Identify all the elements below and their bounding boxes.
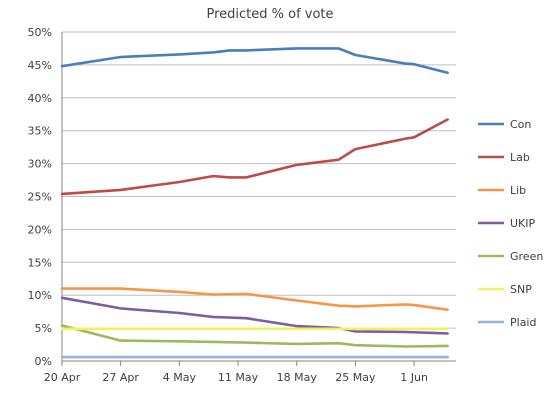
series-line-lab — [60, 118, 449, 196]
chart-title: Predicted % of vote — [206, 7, 333, 22]
y-tick-label: 5% — [35, 322, 52, 335]
y-tick-label: 50% — [28, 26, 52, 39]
legend-label: Green — [510, 250, 543, 263]
y-tick-label: 40% — [28, 92, 52, 105]
legend-item: SNP — [478, 283, 532, 296]
x-axis: 20 Apr 27 Apr 4 May 11 May 18 May 25 May 1 Jun — [44, 361, 428, 384]
series-line-lib — [60, 287, 449, 312]
x-tick-label: 20 Apr — [44, 371, 81, 384]
y-axis: 0% 5% 10% 15% 20% 25% 30% 35% 40% 45% 50% — [28, 26, 63, 368]
series-line-con — [60, 47, 449, 75]
legend-item: Lib — [478, 184, 526, 197]
y-tick-label: 15% — [28, 256, 52, 269]
legend-label: Con — [510, 118, 531, 131]
y-tick-label: 35% — [28, 125, 52, 138]
x-tick-label: 4 May — [163, 371, 197, 384]
legend-label: SNP — [510, 283, 532, 296]
legend-label: Lab — [510, 151, 530, 164]
x-tick-label: 11 May — [218, 371, 259, 384]
y-tick-label: 0% — [35, 355, 52, 368]
legend-label: Lib — [510, 184, 526, 197]
legend-label: UKIP — [510, 217, 536, 230]
y-tick-label: 25% — [28, 191, 52, 204]
grid-lines — [62, 31, 456, 362]
series-line-ukip — [60, 296, 449, 335]
y-tick-label: 20% — [28, 223, 52, 236]
y-tick-label: 10% — [28, 289, 52, 302]
x-tick-label: 1 Jun — [400, 371, 428, 384]
x-tick-label: 18 May — [277, 371, 318, 384]
legend-item: Lab — [478, 151, 530, 164]
legend-label: Plaid — [510, 316, 536, 329]
legend: Con Lab Lib UKIP Green SNP Plaid — [478, 118, 543, 329]
legend-item: Plaid — [478, 316, 536, 329]
x-tick-label: 27 Apr — [102, 371, 139, 384]
legend-item: Green — [478, 250, 543, 263]
y-tick-label: 45% — [28, 59, 52, 72]
x-tick-label: 25 May — [335, 371, 376, 384]
series-line-green — [60, 324, 449, 348]
y-tick-label: 30% — [28, 158, 52, 171]
legend-item: UKIP — [478, 217, 536, 230]
legend-item: Con — [478, 118, 531, 131]
series-lines — [60, 47, 449, 359]
